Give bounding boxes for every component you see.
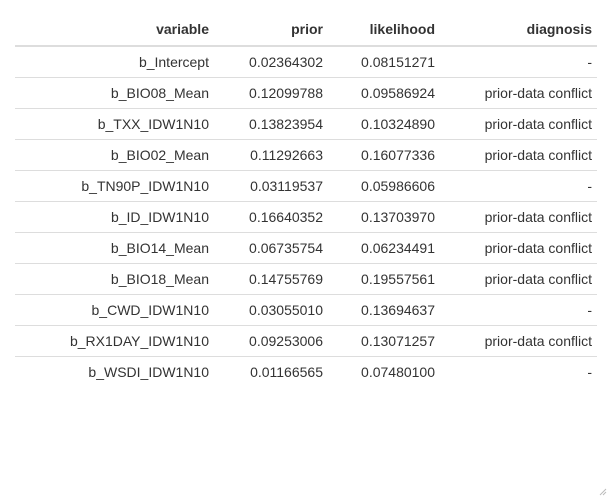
table-body: b_Intercept 0.02364302 0.08151271- b_BIO08_… [15,46,597,387]
table-row: b_RX1DAY_IDW1N10 0.09253006 0.13071257 prio… [15,325,597,357]
cell-diagnosis: prior-data conflict [439,108,597,140]
cell-variable: b_RX1DAY_IDW1N10 [15,325,215,357]
cell-variable: b_CWD_IDW1N10 [15,294,215,326]
cell-prior: 0.13823954 [215,108,327,140]
cell-diagnosis: - [439,294,597,326]
table-row: b_Intercept 0.02364302 0.08151271- [15,46,597,78]
cell-diagnosis: - [587,364,592,380]
cell-likelihood: 0.10324890 [327,108,439,140]
cell-diagnosis: prior-data conflict [439,232,597,264]
column-header-prior[interactable]: prior [215,14,327,47]
table-row: b_TN90P_IDW1N10 0.03119537 0.05986606- [15,170,597,202]
cell-likelihood: 0.13071257 [327,325,439,357]
column-header-diagnosis[interactable]: diagnosis [439,14,597,47]
cell-variable: b_TN90P_IDW1N10 [15,170,215,202]
table-row: b_CWD_IDW1N10 0.03055010 0.13694637- [15,294,597,326]
cell-variable: b_Intercept [15,46,215,78]
cell-likelihood: 0.09586924 [327,77,439,109]
cell-variable: b_BIO02_Mean [15,139,215,171]
cell-likelihood: 0.13703970 [327,201,439,233]
cell-diagnosis: prior-data conflict [439,325,597,357]
cell-likelihood: 0.13694637 [327,294,439,326]
results-table-container: variable prior likelihood diagnosis b_In… [15,14,597,387]
cell-prior: 0.16640352 [215,201,327,233]
cell-variable: b_BIO08_Mean [15,77,215,109]
cell-prior: 0.01166565 [250,364,323,380]
table-row: b_WSDI_IDW1N10 0.01166565 0.07480100 - [15,357,597,388]
table-header: variable prior likelihood diagnosis [15,14,597,47]
cell-prior: 0.12099788 [215,77,327,109]
cell-likelihood: 0.08151271 [327,46,439,78]
cell-prior: 0.11292663 [215,139,327,171]
cell-likelihood: 0.06234491 [327,232,439,264]
cell-diagnosis: prior-data conflict [439,263,597,295]
cell-diagnosis: prior-data conflict [439,139,597,171]
cell-variable: b_ID_IDW1N10 [15,201,215,233]
table-row: b_BIO14_Mean 0.06735754 0.06234491 prior-da… [15,232,597,264]
prior-sensitivity-table: variable prior likelihood diagnosis b_In… [15,14,597,387]
cell-variable: b_BIO14_Mean [15,232,215,264]
cell-likelihood: 0.19557561 [327,263,439,295]
table-row: b_BIO02_Mean 0.11292663 0.16077336 prior-da… [15,139,597,171]
column-header-likelihood[interactable]: likelihood [327,14,439,47]
cell-variable: b_TXX_IDW1N10 [15,108,215,140]
cell-diagnosis: - [439,46,597,78]
table-row: b_TXX_IDW1N10 0.13823954 0.10324890 prior-d… [15,108,597,140]
cell-variable: b_WSDI_IDW1N10 [88,364,209,380]
column-header-variable[interactable]: variable [15,14,215,47]
cell-prior: 0.03055010 [215,294,327,326]
cell-likelihood: 0.07480100 [361,364,435,380]
table-row: b_ID_IDW1N10 0.16640352 0.13703970 prior-da… [15,201,597,233]
cell-diagnosis: - [439,170,597,202]
table-row: b_BIO08_Mean 0.12099788 0.09586924 prior-da… [15,77,597,109]
cell-prior: 0.03119537 [215,170,327,202]
cell-prior: 0.09253006 [215,325,327,357]
cell-prior: 0.06735754 [215,232,327,264]
resize-grip-icon[interactable] [597,486,607,496]
cell-diagnosis: prior-data conflict [439,77,597,109]
table-row: b_BIO18_Mean 0.14755769 0.19557561 prior-da… [15,263,597,295]
cell-likelihood: 0.05986606 [327,170,439,202]
cell-variable: b_BIO18_Mean [15,263,215,295]
cell-likelihood: 0.16077336 [327,139,439,171]
cell-prior: 0.02364302 [215,46,327,78]
header-row: variable prior likelihood diagnosis [15,14,597,47]
cell-prior: 0.14755769 [215,263,327,295]
cell-diagnosis: prior-data conflict [439,201,597,233]
